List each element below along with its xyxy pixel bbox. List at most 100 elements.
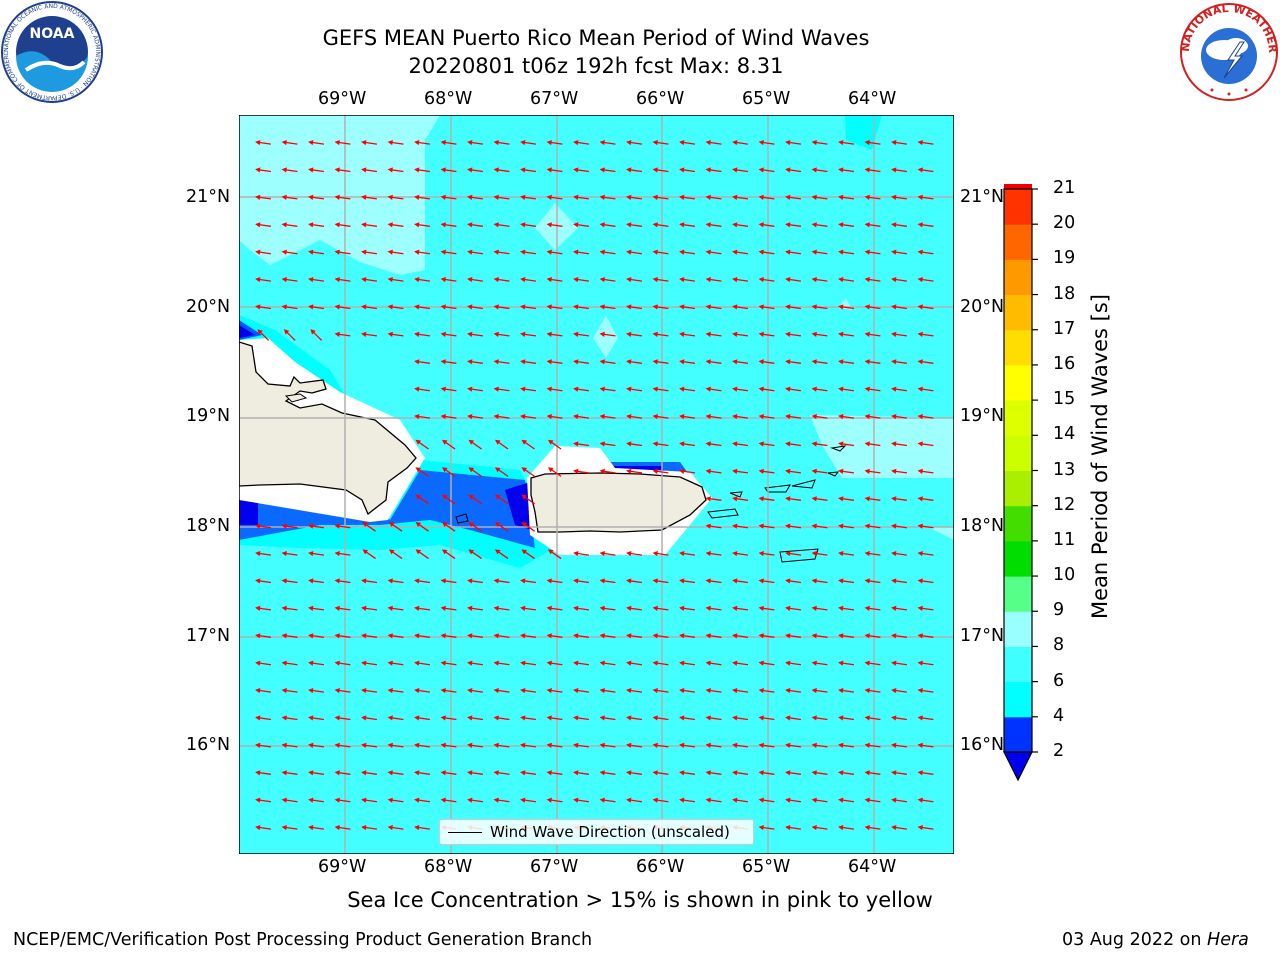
wave-direction-arrow (573, 441, 590, 447)
wave-direction-arrow (758, 551, 775, 557)
wave-direction-arrow (573, 660, 590, 666)
wave-direction-arrow (679, 359, 696, 365)
wave-direction-arrow (626, 194, 643, 200)
wave-direction-arrow (705, 578, 722, 584)
wave-direction-arrow (705, 688, 722, 694)
wave-direction-arrow (811, 167, 828, 173)
colorbar-segment (1004, 470, 1032, 507)
wave-direction-arrow (468, 467, 482, 477)
wave-direction-arrow (785, 523, 802, 529)
wave-direction-arrow (255, 605, 272, 611)
wave-direction-arrow (415, 549, 429, 560)
wave-direction-arrow (468, 549, 482, 560)
wave-direction-arrow (361, 770, 378, 776)
wave-direction-arrow (705, 222, 722, 228)
wave-direction-arrow (626, 770, 643, 776)
colorbar-tick-label: 13 (1053, 459, 1076, 480)
wave-direction-arrow (785, 441, 802, 447)
wave-direction-arrow (891, 496, 908, 502)
wave-direction-arrow (891, 715, 908, 721)
wave-direction-arrow (705, 742, 722, 748)
wave-direction-arrow (599, 249, 616, 255)
wave-direction-arrow (705, 140, 722, 146)
wave-direction-arrow (387, 770, 404, 776)
wave-direction-arrow (705, 660, 722, 666)
mona-island (455, 513, 469, 524)
wave-direction-arrow (573, 140, 590, 146)
colorbar-tick-label: 8 (1053, 635, 1065, 656)
wave-direction-arrow (599, 715, 616, 721)
wave-direction-arrow (573, 304, 590, 310)
wave-direction-arrow (838, 523, 855, 529)
wave-direction-arrow (652, 222, 669, 228)
wave-direction-arrow (415, 439, 429, 450)
wave-direction-arrow (626, 167, 643, 173)
wave-direction-arrow (414, 660, 431, 666)
wave-direction-arrow (414, 633, 431, 639)
wave-direction-arrow (440, 414, 457, 420)
hispaniola-landmass (239, 341, 417, 516)
wave-direction-arrow (626, 797, 643, 803)
wave-direction-arrow (599, 633, 616, 639)
wave-direction-arrow (652, 441, 669, 447)
wave-direction-arrow (626, 359, 643, 365)
wave-direction-arrow (414, 167, 431, 173)
wave-direction-arrow (361, 167, 378, 173)
wave-direction-arrow (679, 742, 696, 748)
wave-direction-arrow (573, 688, 590, 694)
wave-direction-arrow (440, 331, 457, 337)
wave-direction-arrow (520, 277, 537, 283)
wave-direction-arrow (493, 715, 510, 721)
footer-date-text: 03 Aug 2022 on (1062, 930, 1202, 950)
wave-direction-arrow (626, 386, 643, 392)
wave-direction-arrow (281, 167, 298, 173)
wave-direction-arrow (891, 167, 908, 173)
wave-direction-arrow (599, 770, 616, 776)
wave-direction-arrow (811, 222, 828, 228)
wave-direction-arrow (281, 551, 298, 557)
wave-direction-arrow (705, 249, 722, 255)
wave-direction-arrow (520, 167, 537, 173)
wave-direction-arrow (281, 688, 298, 694)
wave-direction-arrow (281, 633, 298, 639)
wave-direction-arrow (361, 742, 378, 748)
wave-direction-arrow (838, 742, 855, 748)
wave-direction-arrow (917, 551, 934, 557)
wave-direction-arrow (440, 797, 457, 803)
wave-direction-arrow (626, 414, 643, 420)
wave-direction-arrow (838, 359, 855, 365)
wave-direction-arrow (599, 742, 616, 748)
wave-direction-arrow (414, 578, 431, 584)
colorbar-tick-label: 18 (1053, 283, 1076, 304)
wave-direction-arrow (255, 633, 272, 639)
wave-direction-arrow (546, 414, 563, 420)
lon-label: 66°W (636, 89, 685, 109)
colorbar-segment (1004, 505, 1032, 542)
wave-direction-arrow (308, 249, 325, 255)
wave-direction-arrow (811, 386, 828, 392)
wave-direction-arrow (599, 797, 616, 803)
wave-direction-arrow (599, 167, 616, 173)
wave-direction-arrow (281, 222, 298, 228)
wave-direction-arrow (917, 249, 934, 255)
wave-direction-arrow (599, 222, 616, 228)
wave-direction-arrow (917, 825, 934, 831)
wave-direction-arrow (573, 222, 590, 228)
wave-direction-arrow (520, 414, 537, 420)
wave-direction-arrow (864, 441, 881, 447)
wave-direction-arrow (864, 194, 881, 200)
wave-direction-arrow (520, 742, 537, 748)
title-line-2: 20220801 t06z 192h fcst Max: 8.31 (408, 54, 784, 78)
wave-direction-arrow (255, 222, 272, 228)
wave-direction-arrow (864, 578, 881, 584)
wave-direction-arrow (467, 222, 484, 228)
legend-line-swatch (448, 832, 482, 833)
wave-direction-arrow (414, 194, 431, 200)
wave-direction-arrow (652, 605, 669, 611)
wave-direction-arrow (440, 140, 457, 146)
map-legend: Wind Wave Direction (unscaled) (439, 819, 754, 845)
wave-direction-arrow (255, 167, 272, 173)
wave-direction-arrow (838, 770, 855, 776)
wave-direction-arrow (785, 660, 802, 666)
wave-direction-arrow (864, 468, 881, 474)
